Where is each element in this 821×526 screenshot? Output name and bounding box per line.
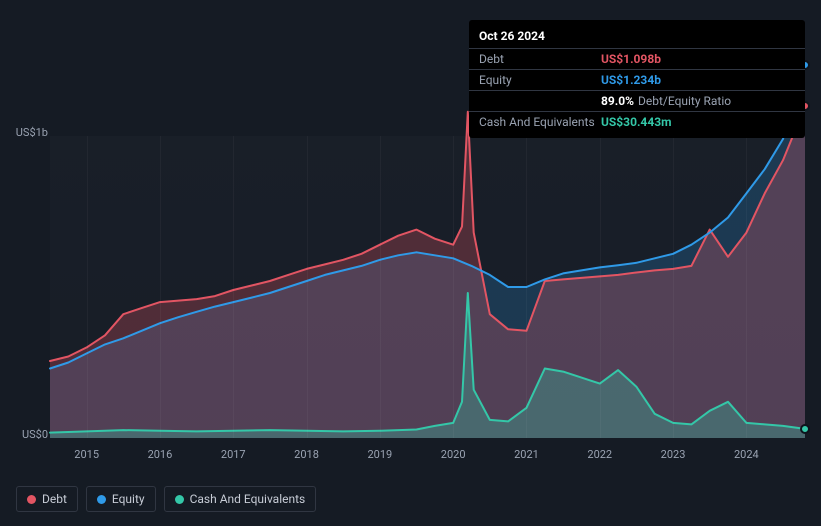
tooltip-row-label: Cash And Equivalents <box>479 114 601 130</box>
legend-item-debt[interactable]: Debt <box>16 486 78 512</box>
x-tick-label: 2022 <box>587 448 612 461</box>
tooltip-row-value: US$30.443m <box>601 114 671 130</box>
tooltip-row-label <box>479 93 601 109</box>
tooltip-date: Oct 26 2024 <box>469 26 805 49</box>
grid-line <box>307 136 308 438</box>
legend-item-cash-and-equivalents[interactable]: Cash And Equivalents <box>164 486 317 512</box>
tooltip-row-value: 89.0%Debt/Equity Ratio <box>601 93 731 109</box>
tooltip-row: EquityUS$1.234b <box>469 70 805 91</box>
x-axis-labels: 2015 2016 2017 2018 2019 2020 2021 2022 2023 2024 <box>50 444 805 464</box>
debt-equity-chart: US$1b US$0 20152016201720182019202020212… <box>16 118 805 468</box>
tooltip-row-value: US$1.234b <box>601 72 661 88</box>
tooltip-row-value: US$1.098b <box>601 51 661 67</box>
series-marker-cash-and-equivalents <box>800 424 810 434</box>
grid-line <box>600 136 601 438</box>
grid-line <box>453 136 454 438</box>
legend-label: Equity <box>112 492 145 506</box>
tooltip-row: DebtUS$1.098b <box>469 49 805 70</box>
grid-line <box>160 136 161 438</box>
legend-item-equity[interactable]: Equity <box>86 486 156 512</box>
series-area-debt <box>50 106 805 438</box>
x-tick-label: 2016 <box>148 448 173 461</box>
plot-area[interactable] <box>50 136 805 438</box>
y-tick-min: US$0 <box>2 428 48 441</box>
tooltip-row: 89.0%Debt/Equity Ratio <box>469 91 805 112</box>
legend-swatch <box>175 495 184 504</box>
x-tick-label: 2018 <box>294 448 319 461</box>
grid-line <box>87 136 88 438</box>
x-tick-label: 2021 <box>514 448 539 461</box>
chart-svg <box>50 136 805 438</box>
x-tick-label: 2020 <box>441 448 466 461</box>
legend-label: Cash And Equivalents <box>190 492 306 506</box>
tooltip-row-label: Equity <box>479 72 601 88</box>
x-tick-label: 2024 <box>734 448 759 461</box>
legend-swatch <box>27 495 36 504</box>
legend-swatch <box>97 495 106 504</box>
chart-tooltip: Oct 26 2024 DebtUS$1.098bEquityUS$1.234b… <box>469 20 805 138</box>
chart-legend: Debt Equity Cash And Equivalents <box>16 486 316 512</box>
grid-line <box>526 136 527 438</box>
x-tick-label: 2015 <box>74 448 99 461</box>
y-tick-max: US$1b <box>2 126 48 139</box>
x-tick-label: 2017 <box>221 448 246 461</box>
grid-line <box>673 136 674 438</box>
tooltip-row-label: Debt <box>479 51 601 67</box>
grid-line <box>746 136 747 438</box>
x-tick-label: 2023 <box>661 448 686 461</box>
tooltip-row-sublabel: Debt/Equity Ratio <box>638 94 731 108</box>
grid-line <box>233 136 234 438</box>
tooltip-row: Cash And EquivalentsUS$30.443m <box>469 112 805 132</box>
grid-line <box>380 136 381 438</box>
legend-label: Debt <box>42 492 67 506</box>
x-tick-label: 2019 <box>367 448 392 461</box>
